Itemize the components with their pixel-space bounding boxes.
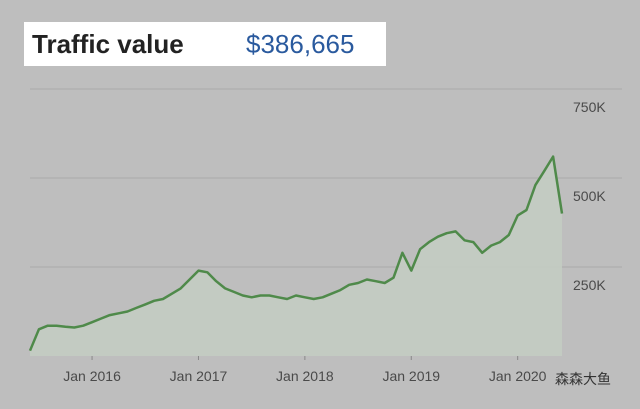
plot-area: 250K 500K 750K Jan 2016 Jan 2017 Jan 2018 Jan … — [28, 88, 622, 384]
area-fill — [30, 156, 562, 356]
y-tick-label: 500K — [573, 188, 606, 204]
x-tick-label: Jan 2018 — [276, 368, 334, 384]
x-tick-label: Jan 2017 — [170, 368, 228, 384]
x-tick-label: Jan 2020 — [489, 368, 547, 384]
watermark: 森森大鱼 — [555, 371, 611, 387]
x-tick-label: Jan 2019 — [382, 368, 440, 384]
x-tick-label: Jan 2016 — [63, 368, 121, 384]
line — [28, 155, 564, 352]
title-box — [24, 22, 386, 66]
chart-subtitle: $386,665 — [246, 29, 354, 59]
y-tick-label: 250K — [573, 277, 606, 293]
chart-title: Traffic value — [32, 29, 184, 59]
y-tick-label: 750K — [573, 99, 606, 115]
